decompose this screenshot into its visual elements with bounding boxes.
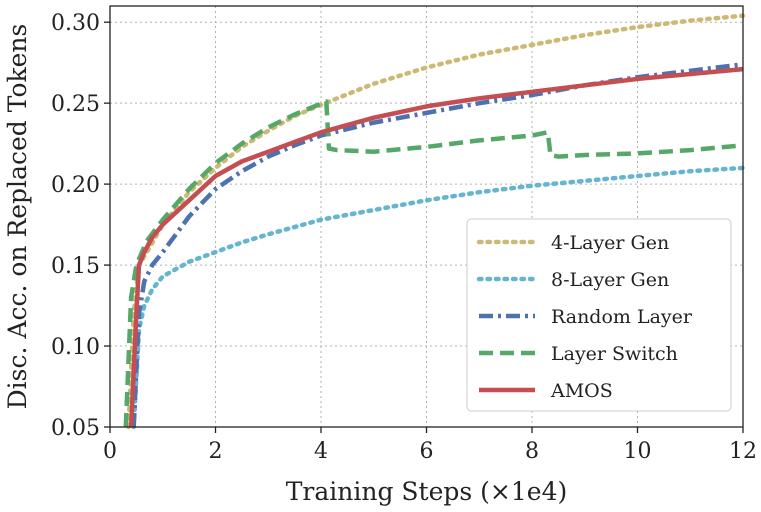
series-group xyxy=(123,13,746,430)
legend-label: 8-Layer Gen xyxy=(551,269,669,291)
y-tick-label: 0.20 xyxy=(51,173,100,198)
legend-label: 4-Layer Gen xyxy=(551,232,669,254)
x-tick-label: 12 xyxy=(729,439,757,464)
x-tick-label: 8 xyxy=(525,439,539,464)
y-tick-label: 0.15 xyxy=(51,254,100,279)
legend-label: Layer Switch xyxy=(551,343,678,365)
x-tick-label: 10 xyxy=(624,439,652,464)
x-tick-label: 2 xyxy=(209,439,223,464)
series-line-8-layer-gen xyxy=(131,165,746,430)
legend-box xyxy=(466,218,732,412)
series-line-amos xyxy=(128,66,744,428)
y-tick-label: 0.05 xyxy=(51,416,100,441)
y-tick-label: 0.10 xyxy=(51,335,100,360)
y-axis-label: Disc. Acc. on Replaced Tokens xyxy=(3,24,32,410)
grid xyxy=(110,6,743,427)
legend-label: AMOS xyxy=(550,380,613,402)
x-axis-label: Training Steps (×1e4) xyxy=(286,477,567,506)
y-tick-label: 0.25 xyxy=(51,92,100,117)
x-tick-label: 0 xyxy=(103,439,117,464)
axis-ticks: 0 2 4 6 8 10 12 0.05 0.10 0.15 0.20 0.25 0.30 xyxy=(51,11,757,464)
legend: 4-Layer Gen 8-Layer Gen Random Layer Layer … xyxy=(466,218,732,412)
x-tick-label: 4 xyxy=(314,439,328,464)
x-tick-label: 6 xyxy=(420,439,434,464)
series-line-layer-switch xyxy=(123,99,744,428)
legend-label: Random Layer xyxy=(551,306,693,328)
y-tick-label: 0.30 xyxy=(51,11,100,36)
